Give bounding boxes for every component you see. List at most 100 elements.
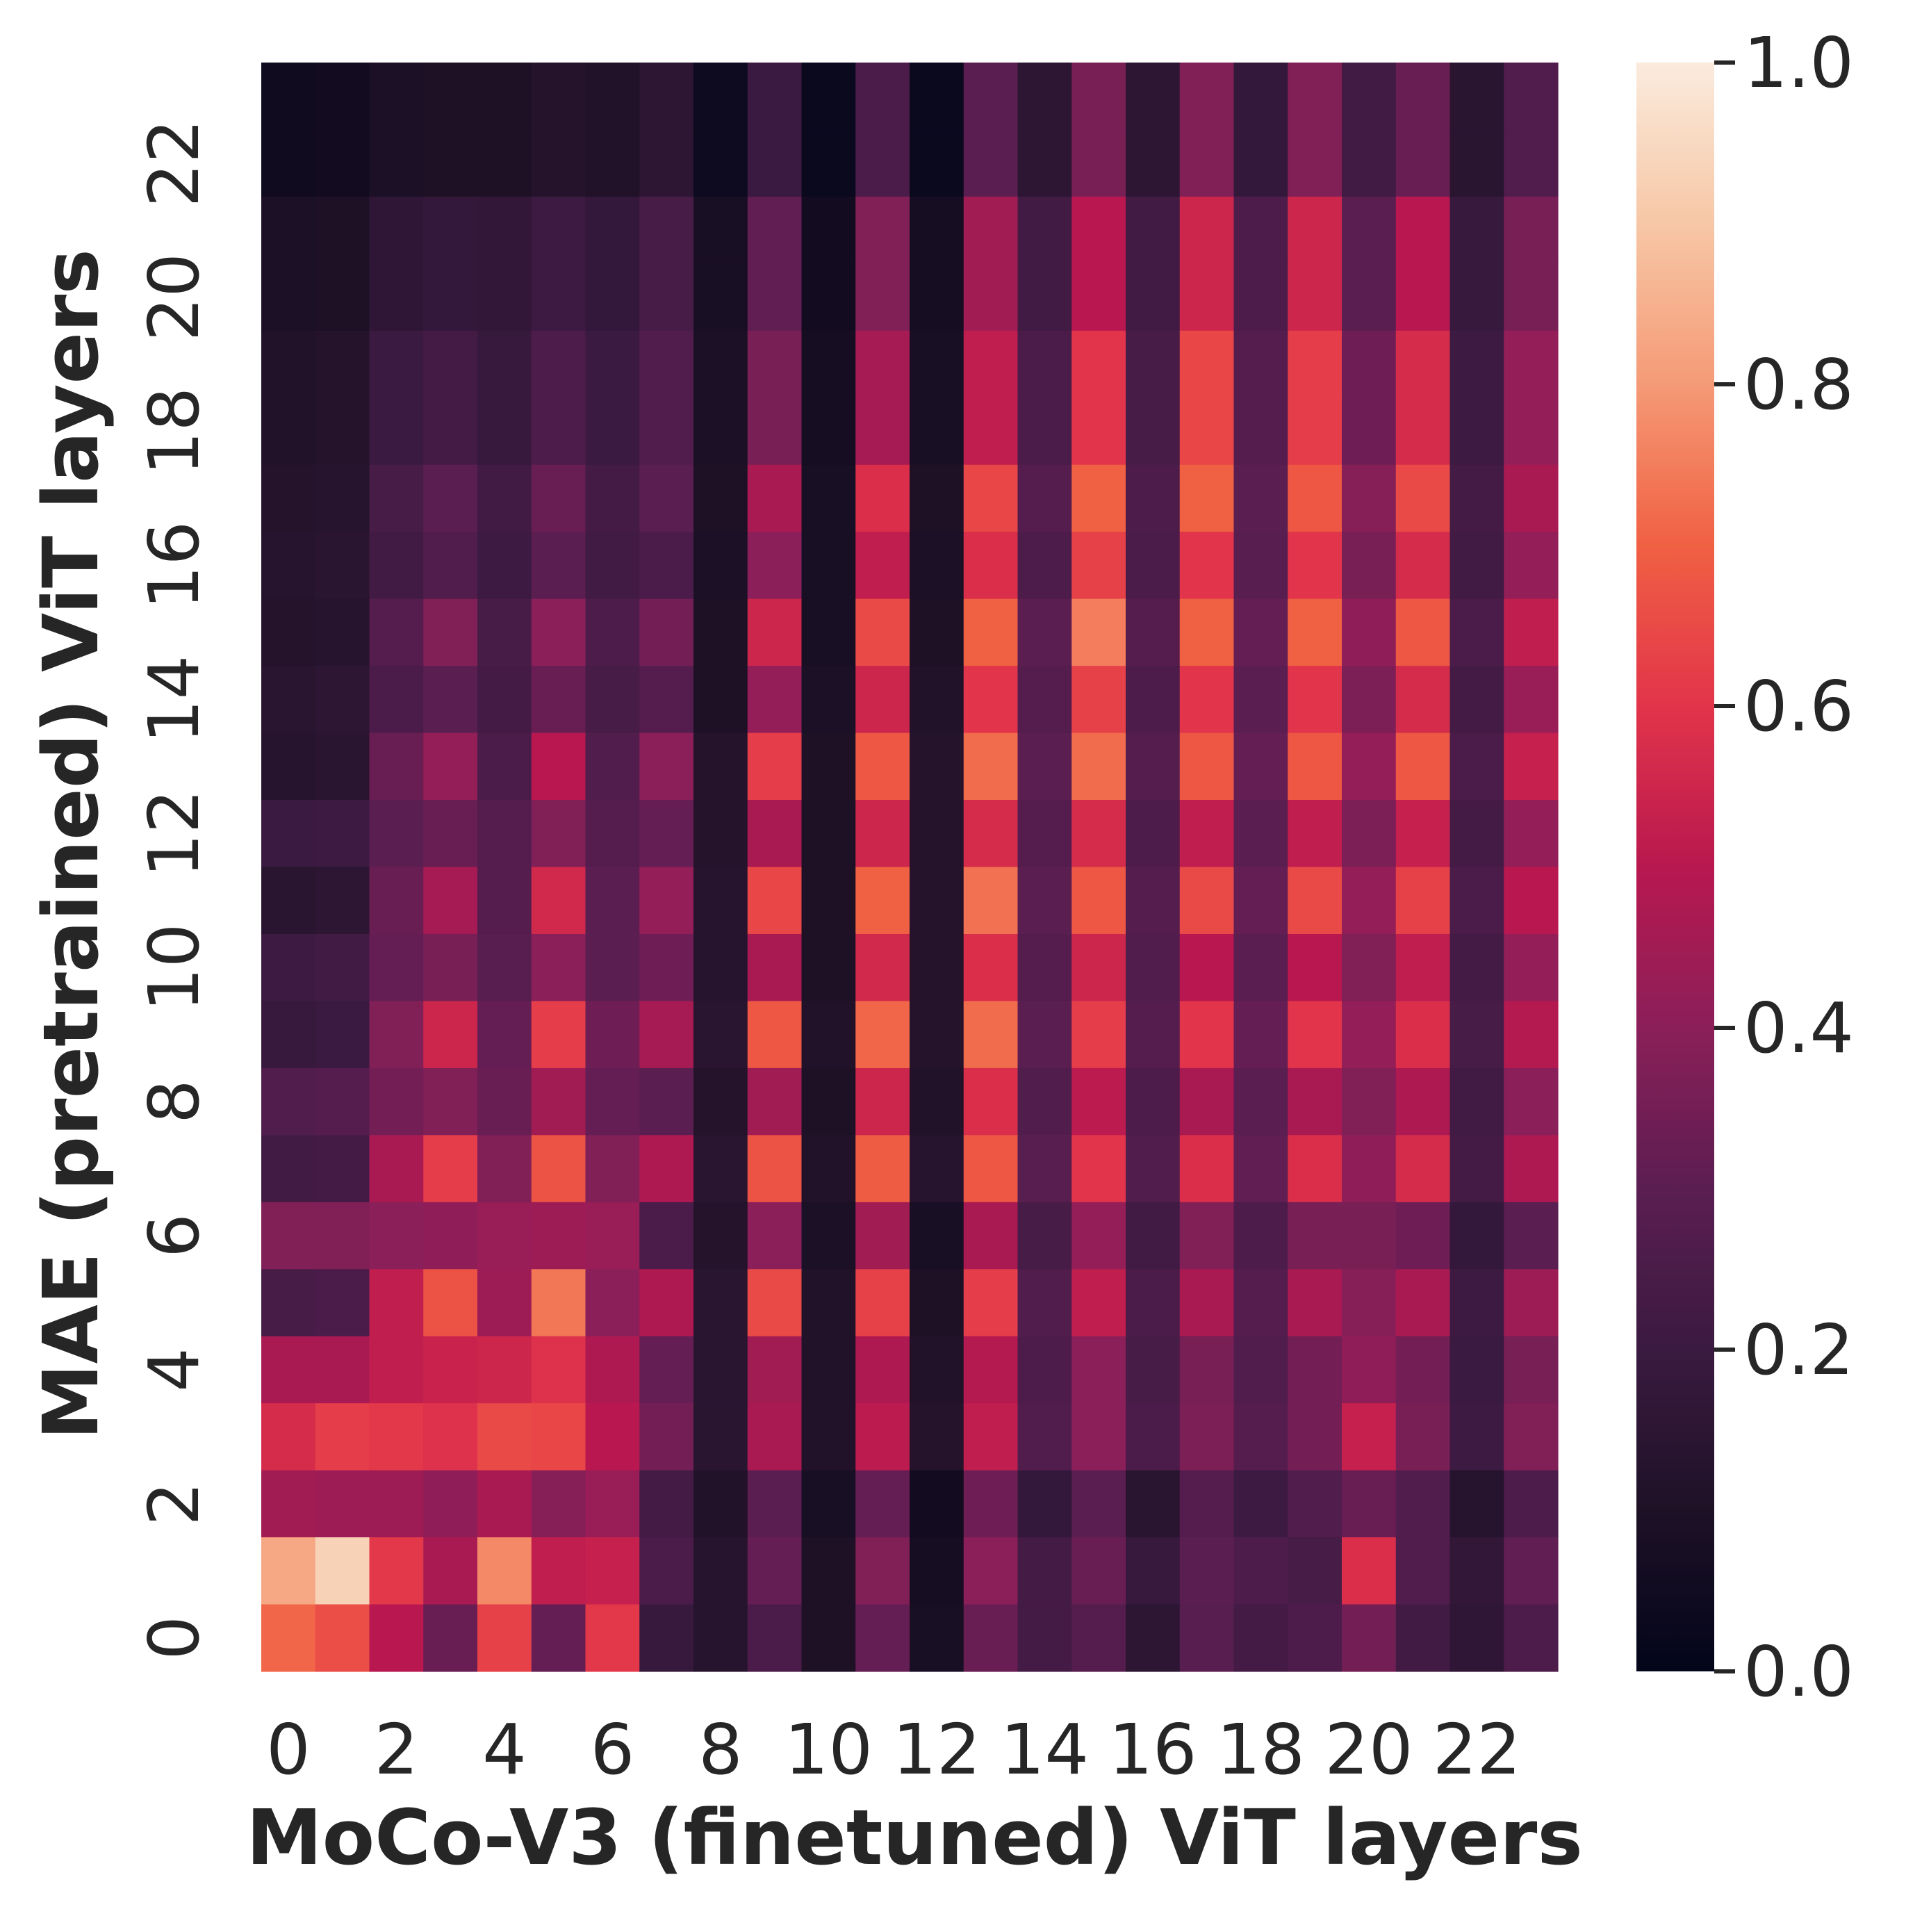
heatmap-cell <box>910 1470 964 1538</box>
heatmap-cell <box>693 532 748 600</box>
heatmap-cell <box>1342 1470 1397 1538</box>
heatmap-cell <box>855 1537 910 1605</box>
heatmap-cell <box>1449 732 1504 801</box>
heatmap-cell <box>693 196 748 264</box>
heatmap-cell <box>1179 1537 1235 1605</box>
heatmap-cell <box>1288 330 1342 398</box>
heatmap-cell <box>855 1470 910 1538</box>
heatmap-cell <box>585 867 640 935</box>
heatmap-cell <box>1288 800 1342 868</box>
heatmap-cell <box>693 1135 748 1203</box>
heatmap-cell <box>963 1269 1019 1337</box>
heatmap-cell <box>801 464 856 532</box>
heatmap-cell <box>855 1067 910 1136</box>
heatmap-cell <box>747 1403 803 1471</box>
heatmap-cell <box>585 1269 640 1337</box>
heatmap-cell <box>1179 732 1235 801</box>
heatmap-cell <box>1288 1269 1342 1337</box>
heatmap-cell <box>910 263 964 331</box>
heatmap-cell <box>1342 598 1397 666</box>
heatmap-cell <box>910 1067 964 1136</box>
heatmap-cell <box>423 800 478 868</box>
heatmap-cell <box>855 933 910 1002</box>
heatmap-cell <box>531 1403 586 1471</box>
heatmap-cell <box>1071 1537 1126 1605</box>
heatmap-cell <box>1071 598 1126 666</box>
heatmap-cell <box>639 1470 694 1538</box>
heatmap-cell <box>1179 666 1235 734</box>
heatmap-cell <box>585 1537 640 1605</box>
heatmap-cell <box>693 1336 748 1404</box>
heatmap-cell <box>963 1336 1019 1404</box>
heatmap-cell <box>639 800 694 868</box>
heatmap-cell <box>747 1001 803 1069</box>
heatmap-cell <box>1179 263 1235 331</box>
heatmap-cell <box>693 63 748 131</box>
heatmap-cell <box>1395 732 1451 801</box>
heatmap-cell <box>1395 1537 1451 1605</box>
heatmap-cell <box>423 263 478 331</box>
heatmap-cell <box>855 1202 910 1270</box>
heatmap-cell <box>1179 532 1235 600</box>
heatmap-cell <box>639 1001 694 1069</box>
heatmap-cell <box>261 196 316 264</box>
heatmap-cell <box>585 464 640 532</box>
heatmap-cell <box>801 1470 856 1538</box>
heatmap-cell <box>1449 933 1504 1002</box>
heatmap-cell <box>1233 1604 1288 1672</box>
heatmap-cell <box>1288 63 1342 131</box>
heatmap-cell <box>531 666 586 734</box>
heatmap-cell <box>1233 63 1288 131</box>
heatmap-cell <box>1504 1269 1559 1337</box>
heatmap-cell <box>1017 933 1072 1002</box>
heatmap-cell <box>1449 1202 1504 1270</box>
heatmap-cell <box>1342 1403 1397 1471</box>
heatmap-cell <box>477 532 532 600</box>
heatmap-cell <box>1126 1067 1181 1136</box>
heatmap-cell <box>1017 330 1072 398</box>
heatmap-cell <box>639 63 694 131</box>
heatmap-cell <box>1504 196 1559 264</box>
heatmap-cell <box>693 1269 748 1337</box>
y-tick-label: 22 <box>133 119 215 207</box>
heatmap-cell <box>747 532 803 600</box>
heatmap-cell <box>1288 263 1342 331</box>
heatmap-cell <box>1126 1202 1181 1270</box>
heatmap-cell <box>531 933 586 1002</box>
heatmap-cell <box>315 464 370 532</box>
heatmap-cell <box>1342 666 1397 734</box>
heatmap-cell <box>261 398 316 466</box>
heatmap-cell <box>1071 933 1126 1002</box>
heatmap-cell <box>639 666 694 734</box>
heatmap-cell <box>477 800 532 868</box>
heatmap-cell <box>585 1135 640 1203</box>
heatmap-cell <box>261 1604 316 1672</box>
heatmap-cell <box>477 1403 532 1471</box>
heatmap-cell <box>585 800 640 868</box>
heatmap-cell <box>747 1470 803 1538</box>
heatmap-cell <box>1017 1067 1072 1136</box>
y-tick-label: 18 <box>133 387 215 475</box>
heatmap-cell <box>1017 1269 1072 1337</box>
heatmap-cell <box>910 532 964 600</box>
heatmap-cell <box>693 1001 748 1069</box>
heatmap-cell <box>585 330 640 398</box>
heatmap-cell <box>369 1067 424 1136</box>
heatmap-cell <box>1233 464 1288 532</box>
heatmap-cell <box>693 464 748 532</box>
x-tick-label: 8 <box>698 1709 743 1790</box>
heatmap-cell <box>1449 196 1504 264</box>
heatmap-cell <box>693 398 748 466</box>
heatmap-cell <box>1342 732 1397 801</box>
x-tick-label: 2 <box>375 1709 419 1790</box>
y-tick-label: 2 <box>133 1482 215 1526</box>
heatmap-cell <box>1233 800 1288 868</box>
heatmap-cell <box>693 1202 748 1270</box>
heatmap-cell <box>477 464 532 532</box>
heatmap-cell <box>855 1336 910 1404</box>
heatmap-cell <box>693 1403 748 1471</box>
heatmap-cell <box>855 464 910 532</box>
heatmap-cell <box>1288 867 1342 935</box>
heatmap-cell <box>1179 867 1235 935</box>
heatmap-cell <box>1504 598 1559 666</box>
